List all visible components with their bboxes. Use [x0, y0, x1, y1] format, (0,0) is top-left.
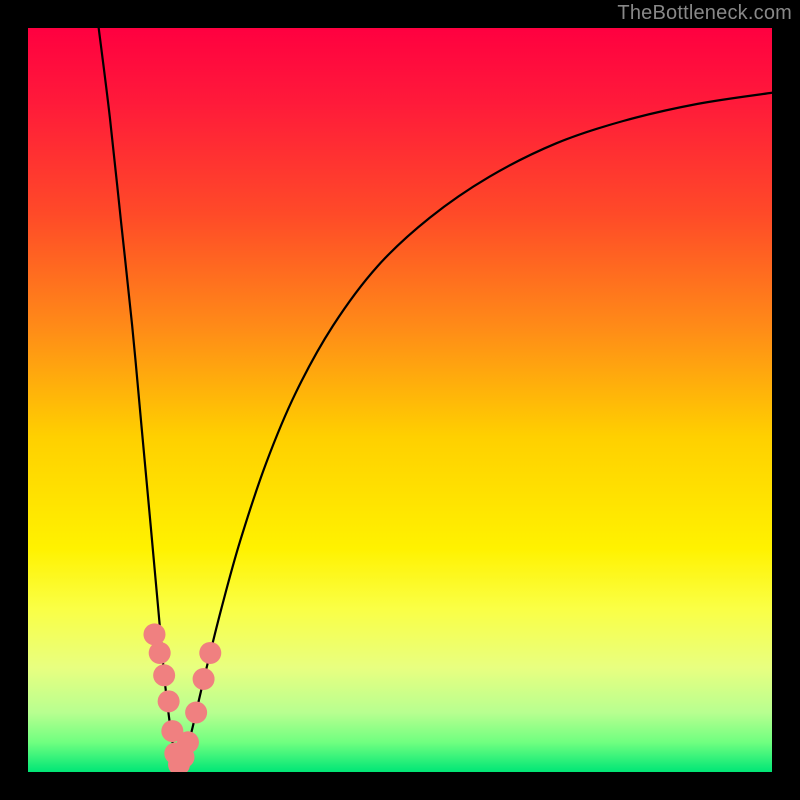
marker-dot [177, 731, 199, 753]
marker-dot [185, 701, 207, 723]
marker-group [143, 623, 221, 772]
chart-overlay-svg [28, 28, 772, 772]
marker-dot [193, 668, 215, 690]
marker-dot [199, 642, 221, 664]
plot-area [28, 28, 772, 772]
chart-canvas: TheBottleneck.com [0, 0, 800, 800]
marker-dot [153, 664, 175, 686]
marker-dot [143, 623, 165, 645]
attribution-text: TheBottleneck.com [617, 2, 792, 25]
marker-dot [158, 690, 180, 712]
curve-right-branch [178, 93, 772, 769]
marker-dot [149, 642, 171, 664]
